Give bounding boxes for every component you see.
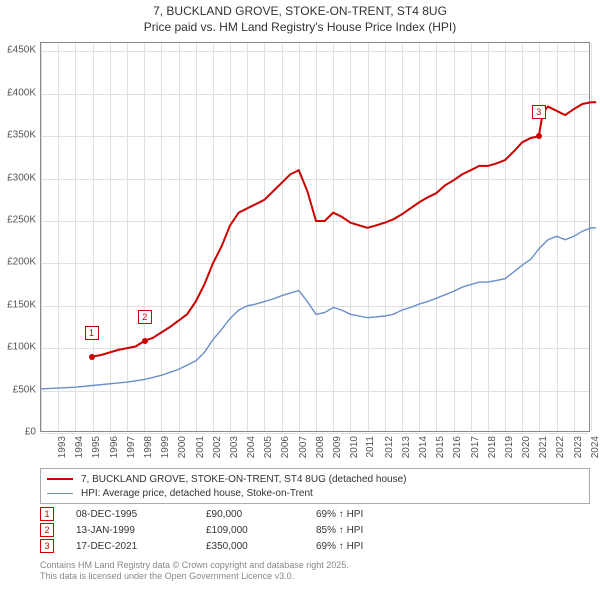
sale-marker-box: 1	[85, 326, 99, 340]
y-tick-label: £200K	[7, 257, 36, 268]
x-tick-label: 2023	[572, 436, 583, 458]
x-tick-label: 1996	[108, 436, 119, 458]
footer-line-2: This data is licensed under the Open Gov…	[40, 571, 349, 582]
series-line	[92, 102, 597, 356]
legend-row: HPI: Average price, detached house, Stok…	[47, 486, 583, 500]
sale-marker-num: 3	[40, 539, 54, 553]
x-tick-label: 2005	[263, 436, 274, 458]
x-tick-label: 2009	[332, 436, 343, 458]
sale-point	[142, 338, 148, 344]
x-tick-label: 2024	[590, 436, 600, 458]
series-line	[41, 228, 596, 389]
x-tick-label: 2010	[349, 436, 360, 458]
sale-marker-box: 2	[138, 310, 152, 324]
legend-swatch	[47, 493, 73, 494]
table-row: 2 13-JAN-1999 £109,000 85% ↑ HPI	[40, 522, 416, 538]
table-row: 1 08-DEC-1995 £90,000 69% ↑ HPI	[40, 506, 416, 522]
sale-price: £90,000	[206, 509, 316, 520]
x-tick-label: 2013	[401, 436, 412, 458]
x-tick-label: 2016	[452, 436, 463, 458]
x-tick-label: 1993	[57, 436, 68, 458]
x-tick-label: 2019	[504, 436, 515, 458]
y-tick-label: £400K	[7, 87, 36, 98]
x-tick-label: 2020	[521, 436, 532, 458]
legend-swatch	[47, 478, 73, 480]
x-tick-label: 2017	[469, 436, 480, 458]
y-tick-label: £300K	[7, 172, 36, 183]
x-tick-label: 2003	[229, 436, 240, 458]
y-tick-label: £150K	[7, 299, 36, 310]
x-tick-label: 2006	[280, 436, 291, 458]
sale-date: 13-JAN-1999	[76, 525, 206, 536]
legend-label: 7, BUCKLAND GROVE, STOKE-ON-TRENT, ST4 8…	[81, 474, 406, 485]
y-tick-label: £100K	[7, 342, 36, 353]
x-tick-label: 1998	[143, 436, 154, 458]
x-tick-label: 2015	[435, 436, 446, 458]
x-tick-label: 2022	[555, 436, 566, 458]
x-tick-label: 2004	[246, 436, 257, 458]
sales-table: 1 08-DEC-1995 £90,000 69% ↑ HPI 2 13-JAN…	[40, 506, 416, 554]
x-tick-label: 2014	[418, 436, 429, 458]
sale-pct: 69% ↑ HPI	[316, 541, 416, 552]
footer: Contains HM Land Registry data © Crown c…	[40, 560, 349, 582]
sale-price: £350,000	[206, 541, 316, 552]
x-tick-label: 2011	[365, 436, 376, 458]
sale-marker-box: 3	[532, 105, 546, 119]
sale-point	[536, 133, 542, 139]
sale-date: 17-DEC-2021	[76, 541, 206, 552]
sale-point	[89, 354, 95, 360]
y-tick-label: £50K	[13, 384, 36, 395]
title-line-1: 7, BUCKLAND GROVE, STOKE-ON-TRENT, ST4 8…	[0, 4, 600, 20]
sale-marker-num: 1	[40, 507, 54, 521]
legend: 7, BUCKLAND GROVE, STOKE-ON-TRENT, ST4 8…	[40, 468, 590, 504]
plot-area: 1 2 3	[40, 42, 590, 432]
x-tick-label: 2000	[177, 436, 188, 458]
x-tick-label: 2018	[486, 436, 497, 458]
sale-marker-num: 2	[40, 523, 54, 537]
x-tick-label: 2008	[315, 436, 326, 458]
x-tick-label: 2001	[194, 436, 205, 458]
sale-date: 08-DEC-1995	[76, 509, 206, 520]
sale-price: £109,000	[206, 525, 316, 536]
x-tick-label: 1995	[91, 436, 102, 458]
x-tick-label: 2021	[538, 436, 549, 458]
x-tick-label: 2002	[211, 436, 222, 458]
chart-container: 7, BUCKLAND GROVE, STOKE-ON-TRENT, ST4 8…	[0, 0, 600, 590]
sale-pct: 69% ↑ HPI	[316, 509, 416, 520]
x-tick-label: 2007	[297, 436, 308, 458]
y-tick-label: £350K	[7, 130, 36, 141]
line-series-svg	[41, 43, 591, 433]
table-row: 3 17-DEC-2021 £350,000 69% ↑ HPI	[40, 538, 416, 554]
x-tick-label: 1994	[74, 436, 85, 458]
title-block: 7, BUCKLAND GROVE, STOKE-ON-TRENT, ST4 8…	[0, 0, 600, 35]
legend-row: 7, BUCKLAND GROVE, STOKE-ON-TRENT, ST4 8…	[47, 472, 583, 486]
y-tick-label: £250K	[7, 215, 36, 226]
x-tick-label: 1999	[160, 436, 171, 458]
chart-area: 123 £0£50K£100K£150K£200K£250K£300K£350K…	[40, 42, 590, 432]
y-tick-label: £450K	[7, 45, 36, 56]
legend-label: HPI: Average price, detached house, Stok…	[81, 488, 313, 499]
y-tick-label: £0	[25, 427, 36, 438]
title-line-2: Price paid vs. HM Land Registry's House …	[0, 20, 600, 36]
footer-line-1: Contains HM Land Registry data © Crown c…	[40, 560, 349, 571]
sale-pct: 85% ↑ HPI	[316, 525, 416, 536]
x-tick-label: 1997	[126, 436, 137, 458]
x-tick-label: 2012	[383, 436, 394, 458]
